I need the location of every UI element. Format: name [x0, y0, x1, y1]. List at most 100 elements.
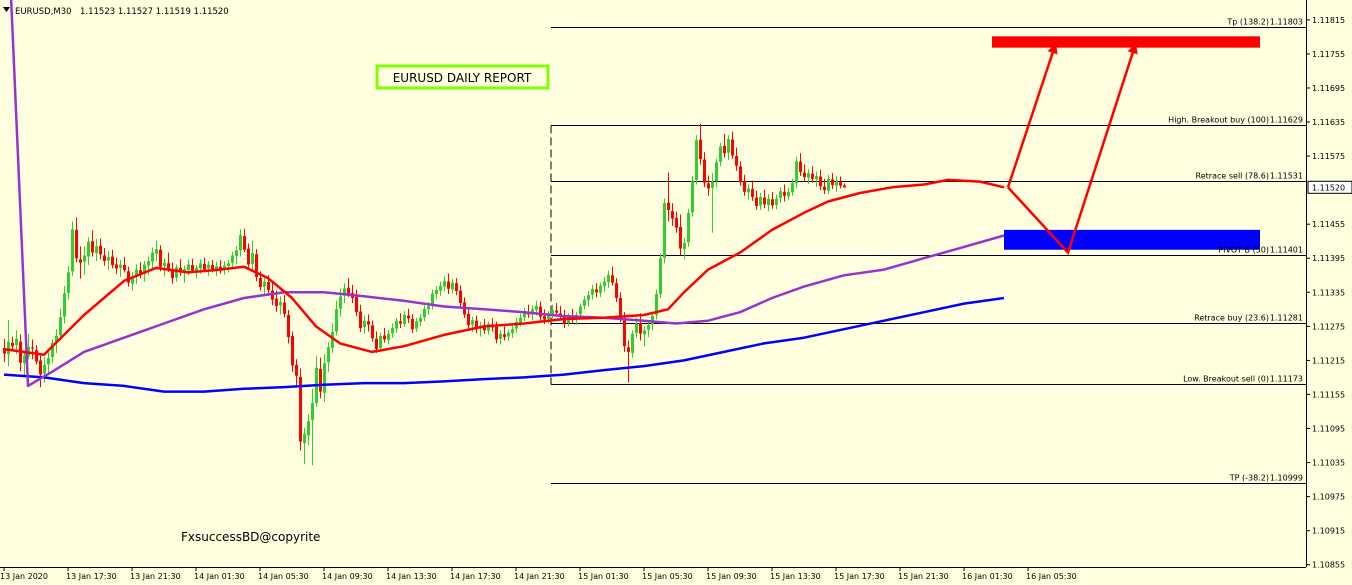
bear-candle [255, 254, 258, 277]
bull-candle [795, 161, 798, 184]
bear-candle [275, 298, 278, 306]
bull-candle [391, 328, 394, 334]
bull-candle [199, 263, 202, 269]
bear-candle [763, 197, 766, 205]
fib-level-label: High. Breakout buy (100) [1168, 116, 1269, 125]
bear-candle [371, 325, 374, 339]
bull-candle [395, 320, 398, 329]
bear-candle [347, 287, 350, 294]
bull-candle [83, 255, 86, 262]
bear-candle [739, 166, 742, 182]
x-tick-label: 16 Jan 05:30 [1026, 572, 1077, 581]
bear-candle [75, 229, 78, 259]
bear-candle [831, 179, 834, 186]
fib-levels-layer: Tp (138.2) 1.11803 High. Breakout buy (100… [550, 18, 1306, 484]
bull-candle [775, 198, 778, 205]
bull-candle [343, 288, 346, 296]
bull-candle [643, 330, 646, 335]
bull-candle [231, 255, 234, 263]
bear-candle [483, 325, 486, 331]
bull-candle [155, 249, 158, 254]
bull-candle [687, 212, 690, 243]
fib-level-label: Low. Breakout sell (0) [1183, 375, 1269, 384]
bull-candle [307, 421, 310, 436]
bear-candle [799, 161, 802, 172]
bear-candle [543, 316, 546, 320]
bull-candle [635, 323, 638, 334]
bull-candle [499, 333, 502, 339]
bear-candle [667, 202, 670, 210]
bull-candle [47, 358, 50, 365]
bull-candle [759, 196, 762, 206]
bear-candle [31, 347, 34, 349]
bull-candle [151, 252, 154, 262]
bull-candle [207, 264, 210, 269]
x-tick-label: 15 Jan 05:30 [642, 572, 693, 581]
bear-candle [699, 139, 702, 159]
bear-candle [743, 181, 746, 192]
bear-candle [11, 342, 14, 347]
projection-down-up-arrow [1007, 42, 1138, 256]
bear-candle [283, 302, 286, 314]
x-tick-label: 15 Jan 13:30 [770, 572, 821, 581]
bear-candle [615, 283, 618, 298]
y-tick-label: 1.11815 [1312, 16, 1345, 25]
x-tick-label: 13 Jan 17:30 [66, 572, 117, 581]
bull-candle [835, 181, 838, 186]
fib-level-value: 1.11803 [1270, 18, 1303, 27]
bull-candle [607, 274, 610, 283]
bull-candle [415, 321, 418, 329]
bull-candle [507, 332, 510, 337]
x-tick-label: 16 Jan 01:30 [962, 572, 1013, 581]
report-label: EURUSD DAILY REPORT [393, 71, 532, 85]
bear-candle [99, 245, 102, 255]
bear-candle [39, 360, 42, 375]
x-tick-label: 14 Jan 05:30 [258, 572, 309, 581]
bull-candle [227, 263, 230, 267]
bear-candle [619, 297, 622, 318]
bull-candle [547, 314, 550, 319]
bear-candle [755, 197, 758, 207]
bear-candle [475, 320, 478, 330]
bear-candle [447, 281, 450, 289]
bear-candle [191, 265, 194, 271]
bull-candle [747, 188, 750, 193]
bull-candle [815, 175, 818, 180]
bull-candle [727, 139, 730, 153]
bull-candle [691, 180, 694, 213]
bull-candle [239, 234, 242, 251]
bull-candle [131, 277, 134, 284]
bear-candle [751, 189, 754, 197]
y-tick-label: 1.11215 [1312, 356, 1345, 365]
bear-candle [79, 259, 82, 263]
bear-candle [211, 265, 214, 270]
fib-level-label: PIVOT B (50) [1218, 246, 1269, 255]
y-tick-label: 1.10915 [1312, 527, 1345, 536]
bear-candle [555, 310, 558, 313]
bear-candle [843, 185, 846, 188]
bear-candle [803, 172, 806, 178]
bull-candle [339, 296, 342, 309]
bull-candle [215, 266, 218, 270]
fib-level-label: Retrace buy (23.6) [1194, 314, 1269, 323]
y-tick-label: 1.11695 [1312, 84, 1345, 93]
target-zone [992, 36, 1260, 48]
bull-candle [303, 434, 306, 444]
bear-candle [539, 306, 542, 317]
fib-level-value: 1.11629 [1270, 116, 1303, 125]
bull-candle [579, 306, 582, 315]
bear-candle [295, 364, 298, 376]
triangle-down-icon[interactable] [3, 7, 10, 12]
bear-candle [723, 145, 726, 154]
bear-candle [247, 248, 250, 265]
report-box: EURUSD DAILY REPORT [375, 64, 550, 90]
bear-candle [103, 255, 106, 262]
ma-slow-line [3, 296, 1005, 393]
fib-level-label: Retrace sell (78.6) [1196, 172, 1269, 181]
bull-candle [279, 301, 282, 306]
bull-candle [311, 402, 314, 420]
bull-candle [471, 320, 474, 325]
watermark: FxsuccessBD@copyrite [181, 530, 320, 544]
